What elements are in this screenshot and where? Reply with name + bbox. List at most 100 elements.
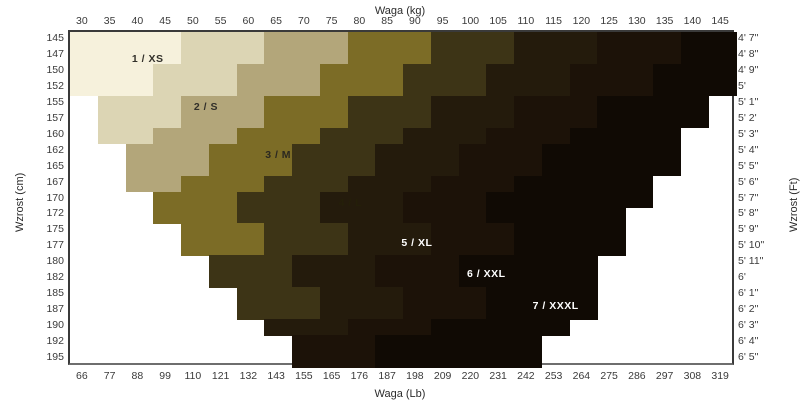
- tick-label-kg: 45: [159, 15, 171, 27]
- tick-label-lb: 253: [544, 370, 563, 382]
- size-cell: [292, 159, 376, 177]
- tick-label-kg: 90: [409, 15, 421, 27]
- tick-label-lb: 121: [211, 370, 230, 382]
- top-axis-title: Waga (kg): [374, 5, 426, 17]
- tick-label-ft: 5' 2': [738, 111, 757, 124]
- size-cell: [236, 63, 321, 81]
- size-cell: [541, 159, 682, 177]
- tick-label-kg: 55: [214, 15, 227, 27]
- tick-label-kg: 130: [628, 15, 646, 27]
- tick-label-ft: 5' 3": [738, 127, 759, 140]
- tick-label-ft: 5': [738, 79, 746, 92]
- size-cell: [458, 159, 543, 177]
- size-cell: [236, 127, 321, 145]
- size-cell: [292, 351, 376, 368]
- size-cell: [403, 287, 487, 304]
- tick-label-kg: 95: [436, 15, 449, 27]
- size-cell: [514, 47, 598, 65]
- size-cell: [319, 79, 404, 97]
- size-cell: [486, 63, 571, 81]
- size-cell: [153, 207, 238, 225]
- size-cell: [652, 63, 737, 81]
- size-cell: [347, 32, 432, 49]
- size-cell: [181, 95, 265, 113]
- tick-label-cm: 187: [46, 303, 64, 316]
- size-cell: [347, 47, 432, 65]
- tick-label-lb: 132: [239, 370, 258, 382]
- size-cell: [514, 111, 598, 129]
- tick-label-lb: 308: [683, 370, 702, 382]
- size-cell: [458, 255, 598, 272]
- bottom-tick-labels-lb: 66 77 88 99 110 121 132 143 155 165 176 187 198 209 22…: [68, 370, 734, 384]
- size-cell: [236, 303, 321, 320]
- size-cell: [97, 111, 182, 129]
- tick-label-ft: 5' 4": [738, 143, 759, 156]
- tick-label-cm: 145: [46, 31, 64, 44]
- size-cell: [236, 287, 321, 304]
- size-cell: [514, 32, 598, 49]
- size-band-cells: [70, 32, 737, 368]
- tick-label-ft: 6' 4": [738, 335, 759, 348]
- tick-label-cm: 185: [46, 287, 64, 300]
- tick-label-lb: 319: [711, 370, 729, 382]
- tick-label-cm: 167: [46, 175, 64, 188]
- size-cell: [486, 207, 626, 225]
- tick-label-ft: 5' 7": [738, 191, 759, 204]
- tick-label-ft: 5' 9": [738, 223, 759, 236]
- size-cell: [347, 319, 432, 336]
- tick-label-lb: 264: [572, 370, 591, 382]
- size-cell: [458, 143, 543, 161]
- left-tick-labels-cm: 145 147 150 152 155 157 160 162 165 167 170 172 175 1…: [24, 30, 64, 365]
- size-cell: [430, 223, 515, 240]
- tick-label-ft: 5' 6": [738, 175, 759, 188]
- size-cell: [153, 79, 238, 97]
- size-cell: [403, 303, 487, 320]
- right-axis-title: Wzrost (Ft): [788, 178, 800, 232]
- size-cell: [458, 271, 598, 288]
- size-cell: [264, 95, 349, 113]
- size-cell: [486, 127, 571, 145]
- tick-label-lb: 155: [295, 370, 313, 382]
- tick-label-cm: 155: [46, 95, 64, 108]
- tick-label-lb: 231: [489, 370, 507, 382]
- tick-label-lb: 77: [103, 370, 116, 382]
- size-cell: [208, 143, 293, 161]
- tick-label-lb: 220: [461, 370, 480, 382]
- tick-label-lb: 209: [433, 370, 452, 382]
- size-cell: [319, 63, 404, 81]
- tick-label-kg: 40: [131, 15, 144, 27]
- tick-label-kg: 105: [489, 15, 507, 27]
- tick-label-cm: 150: [46, 63, 64, 76]
- size-cell: [347, 175, 432, 193]
- size-cell: [70, 63, 154, 81]
- right-tick-labels-ft: 4' 7" 4' 8" 4' 9" 5' 5' 1" 5' 2' 5' 3" 5' 4" 5' …: [738, 30, 782, 365]
- size-cell: [486, 303, 598, 320]
- tick-label-cm: 162: [46, 143, 64, 156]
- size-cell: [292, 335, 376, 352]
- size-cell: [430, 175, 515, 193]
- size-cell: [264, 32, 349, 49]
- size-cell: [486, 191, 654, 209]
- size-cell: [125, 159, 210, 177]
- size-cell: [97, 127, 154, 145]
- tick-label-ft: 5' 11": [738, 255, 764, 268]
- size-cell: [652, 79, 737, 97]
- tick-label-cm: 192: [46, 335, 64, 348]
- size-cell: [403, 79, 487, 97]
- tick-label-ft: 4' 7": [738, 31, 759, 44]
- tick-label-kg: 100: [461, 15, 480, 27]
- tick-label-lb: 198: [406, 370, 424, 382]
- tick-label-lb: 88: [131, 370, 144, 382]
- tick-label-cm: 190: [46, 319, 64, 332]
- size-cell: [430, 47, 515, 65]
- size-cell: [208, 271, 293, 288]
- size-cell: [181, 175, 265, 193]
- tick-label-ft: 4' 9": [738, 63, 759, 76]
- tick-label-cm: 165: [46, 159, 64, 172]
- size-cell: [403, 191, 487, 209]
- tick-label-ft: 5' 1": [738, 95, 759, 108]
- size-cell: [319, 191, 404, 209]
- tick-label-kg: 75: [325, 15, 338, 27]
- size-cell: [153, 191, 238, 209]
- tick-label-lb: 165: [322, 370, 341, 382]
